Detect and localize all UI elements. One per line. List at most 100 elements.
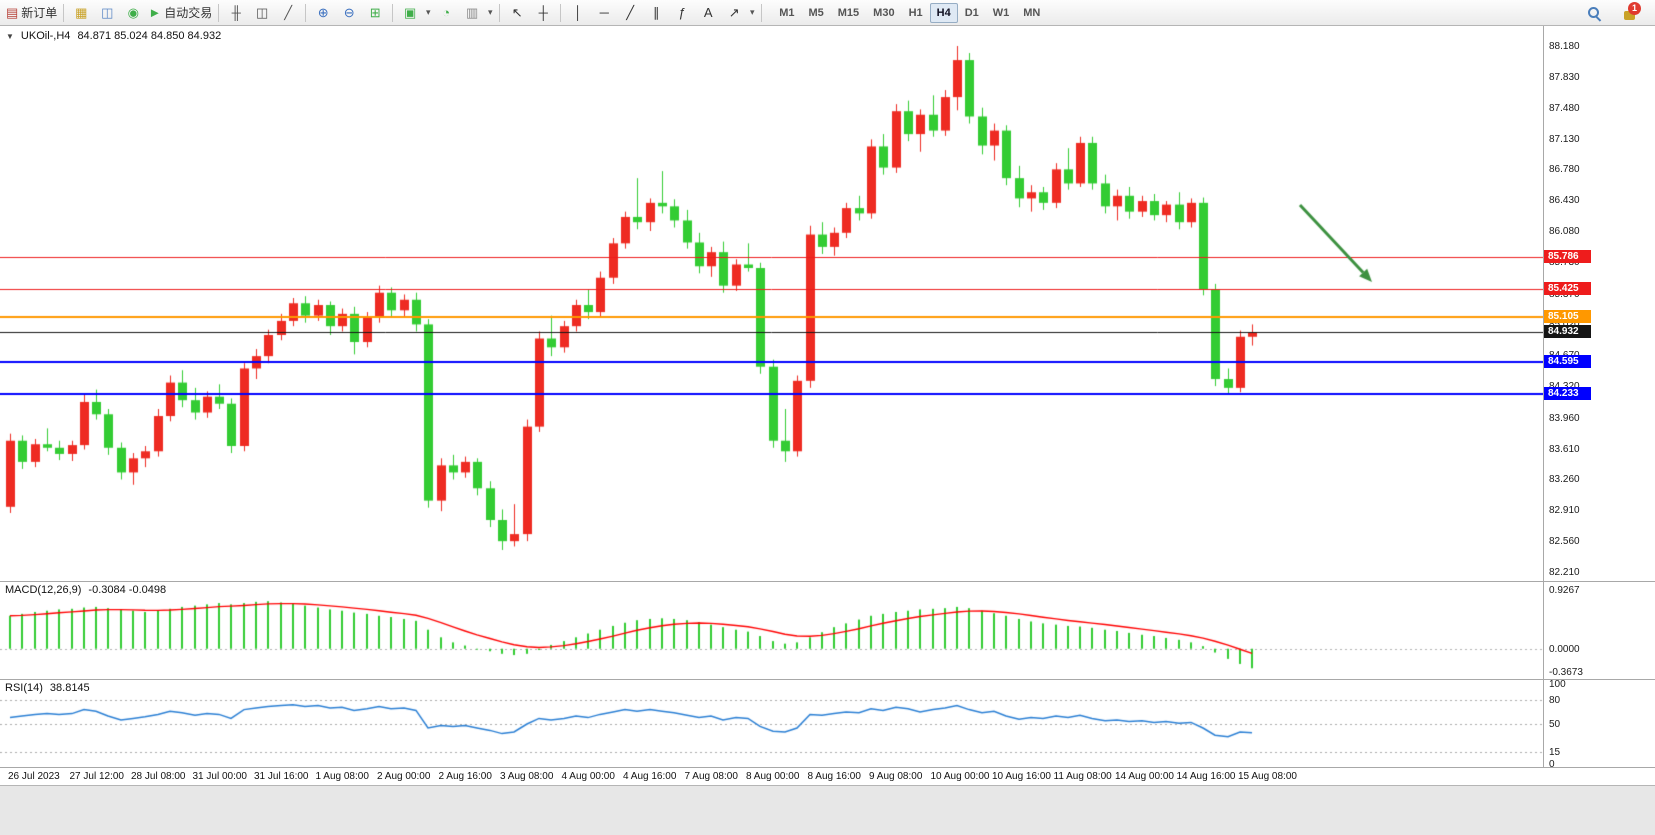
rsi-label: RSI(14) 38.8145 bbox=[5, 682, 90, 694]
price-line-label: 85.425 bbox=[1544, 281, 1591, 295]
period-button[interactable]: ◔ bbox=[433, 3, 459, 23]
market-watch-icon: ◉ bbox=[127, 5, 139, 20]
time-label: 31 Jul 16:00 bbox=[254, 771, 309, 782]
price-tick: 87.130 bbox=[1549, 133, 1580, 145]
arrows-button[interactable]: ↗ bbox=[721, 3, 747, 23]
text-button[interactable]: A bbox=[695, 3, 721, 23]
market-watch-button[interactable]: ◉ bbox=[120, 3, 146, 23]
new-chart-button[interactable]: ▣ bbox=[397, 3, 423, 23]
time-label: 28 Jul 08:00 bbox=[131, 771, 186, 782]
timeframe-m15[interactable]: M15 bbox=[837, 6, 860, 19]
candles-chart-button[interactable]: ◫ bbox=[249, 3, 275, 23]
price-line-label: 85.786 bbox=[1544, 249, 1591, 263]
template-button[interactable]: ▥ bbox=[459, 3, 485, 23]
time-label: 10 Aug 16:00 bbox=[992, 771, 1051, 782]
cursor-button[interactable]: ↖ bbox=[504, 3, 530, 23]
cursor-icon: ↖ bbox=[511, 5, 523, 20]
trendline-button[interactable]: ╱ bbox=[617, 3, 643, 23]
timeframe-m5[interactable]: M5 bbox=[808, 6, 824, 19]
price-tick: 88.180 bbox=[1549, 41, 1580, 52]
auto-trading-icon: ► bbox=[148, 5, 162, 20]
rsi-axis-label: 100 bbox=[1549, 680, 1566, 690]
line-chart-button[interactable]: ╱ bbox=[275, 3, 301, 23]
zoom-out-button[interactable]: ⊖ bbox=[336, 3, 362, 23]
price-tick: 84.320 bbox=[1549, 381, 1580, 392]
macd-panel[interactable]: MACD(12,26,9) -0.3084 -0.0498 0.9267 0.00… bbox=[0, 582, 1655, 680]
rsi-axis-label: 80 bbox=[1549, 695, 1561, 706]
timeframe-h4[interactable]: H4 bbox=[929, 2, 958, 23]
channel-button[interactable]: ∥ bbox=[643, 3, 669, 23]
timeframe-mn[interactable]: MN bbox=[1023, 6, 1041, 19]
search-icon bbox=[1587, 6, 1601, 20]
time-label: 8 Aug 00:00 bbox=[746, 771, 800, 782]
price-axis[interactable]: 88.180 87.830 87.480 87.130 86.780 86.430 86.0… bbox=[1543, 26, 1655, 581]
horizontal-line-button[interactable]: ─ bbox=[591, 3, 617, 23]
vertical-line-button[interactable]: │ bbox=[565, 3, 591, 23]
macd-axis-label: -0.3673 bbox=[1549, 667, 1583, 678]
time-label: 8 Aug 16:00 bbox=[807, 771, 861, 782]
macd-label: MACD(12,26,9) -0.3084 -0.0498 bbox=[5, 584, 166, 596]
notifications-button[interactable]: 1 bbox=[1617, 1, 1643, 23]
notification-badge: 1 bbox=[1628, 1, 1641, 15]
auto-trading-button[interactable]: ► 自动交易 bbox=[146, 3, 214, 23]
status-strip bbox=[0, 786, 1655, 835]
toolbar: ▤ 新订单 ▦ ◫ ◉ ► 自动交易 ╫ ◫ ╱ ⊕ ⊖ ⊞ ▣ ▾ ◔ ▥ ▾ ↖ ┼ │ ─ ╱ ∥ ƒ A ↗ ▾ M1 M5 M1… bbox=[0, 0, 1655, 26]
chart-title: ▼ UKOil-,H4 84.871 85.024 84.850 84.932 bbox=[6, 30, 221, 42]
macd-canvas[interactable] bbox=[0, 582, 1543, 679]
new-order-button-label: 新订单 bbox=[21, 5, 58, 20]
fibonacci-icon: ƒ bbox=[678, 5, 686, 20]
channel-icon: ∥ bbox=[652, 5, 660, 20]
rsi-canvas[interactable] bbox=[0, 680, 1543, 767]
symbol-period-label: UKOil-,H4 bbox=[20, 30, 71, 42]
template-caret[interactable]: ▾ bbox=[485, 3, 495, 23]
fibonacci-button[interactable]: ƒ bbox=[669, 3, 695, 23]
objects-icon: ▾ bbox=[749, 7, 755, 17]
charts-button[interactable]: ▦ bbox=[68, 3, 94, 23]
timeframe-m30[interactable]: M30 bbox=[873, 6, 895, 19]
macd-values: -0.3084 -0.0498 bbox=[88, 584, 167, 596]
toolbar-right: 1 bbox=[1581, 1, 1651, 23]
macd-axis[interactable]: 0.9267 0.0000 -0.3673 bbox=[1543, 582, 1655, 679]
timeframe-w1[interactable]: W1 bbox=[992, 6, 1010, 19]
zoom-in-button[interactable]: ⊕ bbox=[310, 3, 336, 23]
objects-caret[interactable]: ▾ bbox=[747, 3, 757, 23]
rsi-axis-label: 50 bbox=[1549, 719, 1561, 730]
divider-1 bbox=[63, 3, 65, 22]
price-tick: 86.430 bbox=[1549, 195, 1580, 207]
new-chart-caret[interactable]: ▾ bbox=[423, 3, 433, 23]
search-button[interactable] bbox=[1581, 3, 1607, 23]
time-label: 27 Jul 12:00 bbox=[69, 771, 125, 782]
main-chart-panel[interactable]: ▼ UKOil-,H4 84.871 85.024 84.850 84.932 … bbox=[0, 26, 1655, 582]
timeframe-m1[interactable]: M1 bbox=[779, 6, 795, 19]
time-label: 9 Aug 08:00 bbox=[869, 771, 923, 782]
ohlc-values: 84.871 85.024 84.850 84.932 bbox=[77, 30, 222, 42]
candles-chart-icon: ◫ bbox=[256, 5, 269, 20]
rsi-axis[interactable]: 100 80 50 15 0 bbox=[1543, 680, 1655, 767]
new-order-button[interactable]: ▤ 新订单 bbox=[4, 3, 59, 23]
rsi-panel[interactable]: RSI(14) 38.8145 100 80 50 15 0 bbox=[0, 680, 1655, 768]
time-label: 15 Aug 08:00 bbox=[1238, 771, 1297, 782]
timeframe-h1[interactable]: H1 bbox=[908, 6, 923, 19]
arrows-icon: ↗ bbox=[728, 5, 740, 20]
tile-windows-button[interactable]: ⊞ bbox=[362, 3, 388, 23]
divider-5 bbox=[499, 3, 501, 22]
notification-icon: 1 bbox=[1622, 1, 1641, 21]
bars-chart-button[interactable]: ╫ bbox=[223, 3, 249, 23]
macd-axis-label: 0.0000 bbox=[1549, 643, 1580, 655]
price-chart-canvas[interactable] bbox=[0, 26, 1543, 581]
template-icon: ▾ bbox=[487, 7, 493, 17]
profiles-button[interactable]: ◫ bbox=[94, 3, 120, 23]
timeframe-d1[interactable]: D1 bbox=[964, 6, 979, 19]
price-line-label: 84.595 bbox=[1544, 354, 1591, 368]
zoom-in-icon: ⊕ bbox=[317, 5, 329, 20]
price-tick: 83.260 bbox=[1549, 474, 1580, 486]
price-line-label: 84.233 bbox=[1544, 386, 1591, 400]
profiles-icon: ◫ bbox=[101, 5, 114, 20]
divider-4 bbox=[392, 3, 394, 22]
auto-trading-button-label: 自动交易 bbox=[164, 5, 213, 20]
time-label: 4 Aug 16:00 bbox=[623, 771, 677, 782]
charts-icon: ▦ bbox=[75, 5, 88, 20]
time-axis[interactable]: 26 Jul 2023 27 Jul 12:00 28 Jul 08:00 31 Ju… bbox=[0, 768, 1655, 786]
crosshair-button[interactable]: ┼ bbox=[530, 3, 556, 23]
collapse-icon[interactable]: ▼ bbox=[6, 31, 14, 41]
